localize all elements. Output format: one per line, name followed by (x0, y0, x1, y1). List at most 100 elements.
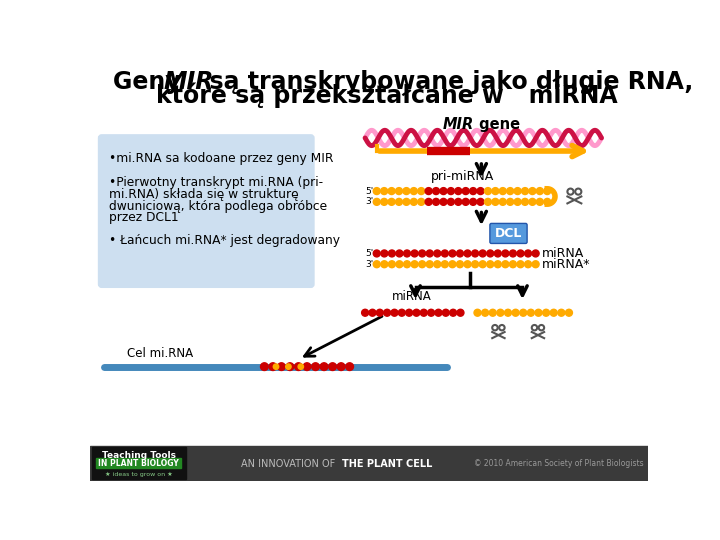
Circle shape (433, 198, 439, 205)
Circle shape (495, 261, 501, 268)
Circle shape (499, 198, 506, 205)
Circle shape (388, 187, 395, 194)
Circle shape (485, 187, 492, 194)
Circle shape (527, 309, 534, 316)
Text: 5': 5' (366, 187, 374, 195)
Circle shape (514, 198, 521, 205)
Circle shape (320, 363, 328, 370)
Circle shape (480, 250, 486, 257)
Circle shape (441, 250, 449, 257)
Circle shape (373, 198, 380, 205)
FancyBboxPatch shape (490, 224, 527, 244)
Circle shape (425, 198, 432, 205)
Circle shape (261, 363, 269, 370)
Circle shape (286, 363, 294, 370)
Circle shape (532, 250, 539, 257)
Circle shape (346, 363, 354, 370)
Text: © 2010 American Society of Plant Biologists: © 2010 American Society of Plant Biologi… (474, 459, 644, 468)
Circle shape (403, 261, 410, 268)
Circle shape (269, 363, 276, 370)
Circle shape (369, 309, 376, 316)
Circle shape (435, 309, 442, 316)
Circle shape (487, 250, 494, 257)
Circle shape (426, 261, 433, 268)
Circle shape (277, 363, 285, 370)
Circle shape (433, 250, 441, 257)
Circle shape (274, 364, 279, 369)
Text: DCL: DCL (495, 227, 522, 240)
Circle shape (373, 187, 380, 194)
Circle shape (477, 198, 484, 205)
Circle shape (403, 250, 410, 257)
Bar (90, 446, 648, 481)
Text: MIR: MIR (442, 117, 474, 132)
Circle shape (492, 187, 499, 194)
Circle shape (418, 250, 426, 257)
Circle shape (381, 198, 387, 205)
Circle shape (529, 187, 536, 194)
Circle shape (477, 187, 484, 194)
Circle shape (447, 198, 454, 205)
Circle shape (410, 198, 418, 205)
Circle shape (286, 364, 291, 369)
Circle shape (373, 261, 380, 268)
Circle shape (512, 309, 519, 316)
Circle shape (403, 187, 410, 194)
Text: MIR: MIR (163, 70, 214, 94)
Circle shape (510, 250, 516, 257)
Circle shape (395, 187, 402, 194)
Circle shape (396, 261, 403, 268)
Circle shape (440, 187, 447, 194)
Circle shape (418, 187, 425, 194)
Text: miRNA: miRNA (392, 291, 431, 303)
Circle shape (413, 309, 420, 316)
Circle shape (507, 198, 513, 205)
Circle shape (550, 309, 557, 316)
Circle shape (384, 309, 391, 316)
Text: Teaching Tools: Teaching Tools (102, 451, 176, 461)
Circle shape (497, 309, 504, 316)
Circle shape (388, 198, 395, 205)
Circle shape (405, 309, 413, 316)
Circle shape (544, 187, 551, 194)
Circle shape (543, 309, 549, 316)
Circle shape (428, 309, 435, 316)
Circle shape (411, 261, 418, 268)
Circle shape (517, 261, 524, 268)
Circle shape (472, 250, 479, 257)
Circle shape (544, 198, 551, 205)
Circle shape (514, 187, 521, 194)
Circle shape (536, 198, 544, 205)
Circle shape (521, 187, 528, 194)
Circle shape (510, 261, 516, 268)
Circle shape (565, 309, 572, 316)
Text: •Pierwotny transkrypt mi.RNA (pri-: •Pierwotny transkrypt mi.RNA (pri- (109, 177, 323, 190)
Circle shape (520, 309, 527, 316)
Text: dwuniciową, która podlega obróbce: dwuniciową, która podlega obróbce (109, 200, 328, 213)
Circle shape (487, 261, 494, 268)
Circle shape (361, 309, 369, 316)
Text: 5': 5' (366, 249, 374, 258)
Circle shape (474, 309, 481, 316)
Circle shape (525, 261, 531, 268)
Text: 3': 3' (366, 260, 374, 269)
Circle shape (525, 250, 531, 257)
Circle shape (294, 363, 302, 370)
Circle shape (298, 364, 304, 369)
Circle shape (377, 309, 383, 316)
Text: mi.RNA) składa się w strukturę: mi.RNA) składa się w strukturę (109, 188, 299, 201)
Circle shape (381, 261, 388, 268)
Circle shape (495, 250, 501, 257)
Circle shape (388, 261, 395, 268)
Circle shape (420, 309, 427, 316)
Circle shape (502, 261, 509, 268)
Circle shape (492, 198, 499, 205)
Text: ★ ideas to grow on ★: ★ ideas to grow on ★ (105, 472, 173, 477)
Circle shape (433, 187, 439, 194)
Circle shape (440, 198, 447, 205)
Circle shape (456, 250, 464, 257)
Text: AN INNOVATION OF: AN INNOVATION OF (241, 458, 338, 469)
Circle shape (472, 261, 479, 268)
Circle shape (455, 198, 462, 205)
Text: są transkrybowane jako długie RNA,: są transkrybowane jako długie RNA, (193, 70, 693, 94)
